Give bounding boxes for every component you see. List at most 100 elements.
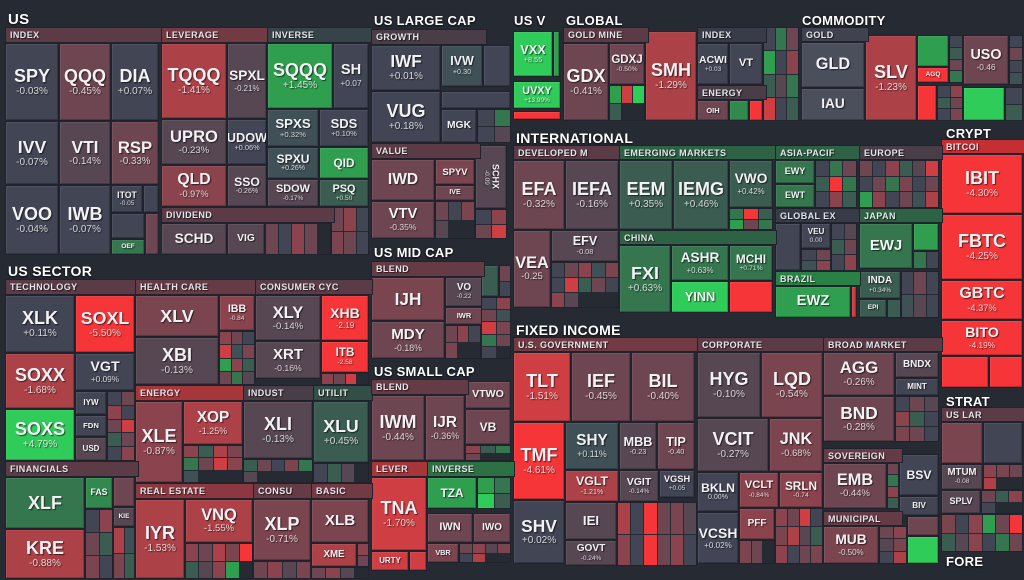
tile-iwm[interactable]: IWM -0.44% xyxy=(372,396,424,460)
mini-tile[interactable] xyxy=(873,192,886,207)
mini-tile[interactable] xyxy=(1009,533,1022,551)
mini-tile[interactable] xyxy=(816,250,830,260)
filler-tile[interactable] xyxy=(554,32,559,76)
mini-tile[interactable] xyxy=(1010,36,1022,48)
mini-tile[interactable] xyxy=(621,86,633,103)
tile-oef[interactable]: OEF xyxy=(112,240,144,254)
filler-tile[interactable] xyxy=(146,214,158,254)
mini-tile[interactable] xyxy=(893,551,906,563)
tile-rsp[interactable]: RSP -0.33% xyxy=(112,122,158,184)
mini-tile[interactable] xyxy=(670,534,683,565)
mini-tile[interactable] xyxy=(212,561,226,578)
mini-tile[interactable] xyxy=(99,533,112,555)
mini-tile[interactable] xyxy=(184,470,198,482)
tile-xbi[interactable]: XBI -0.13% xyxy=(136,338,218,384)
tile-oih[interactable]: OIH xyxy=(698,101,728,120)
tile-schx[interactable]: SCHX -0.09 xyxy=(476,146,506,208)
mini-tile[interactable] xyxy=(552,263,565,277)
tile-vgit[interactable]: VGIT -0.14% xyxy=(620,471,658,501)
mini-tile[interactable] xyxy=(220,358,231,371)
tile-yinn[interactable]: YINN xyxy=(672,282,728,312)
mini-tile[interactable] xyxy=(243,358,254,371)
filler-tile[interactable] xyxy=(442,92,510,108)
mini-tile[interactable] xyxy=(494,493,510,508)
mini-tile[interactable] xyxy=(832,239,844,255)
tile-vnq[interactable]: VNQ -1.55% xyxy=(186,500,252,542)
mini-tile[interactable] xyxy=(186,544,199,561)
tile-xrt[interactable]: XRT -0.16% xyxy=(256,342,320,378)
tile-vb[interactable]: VB xyxy=(466,410,510,444)
mini-tile[interactable] xyxy=(244,471,257,482)
tile-mbb[interactable]: MBB -0.23 xyxy=(620,423,656,469)
tile-vglt[interactable]: VGLT -1.21% xyxy=(566,471,618,501)
tile-biv[interactable]: BIV xyxy=(900,497,938,515)
mini-tile[interactable] xyxy=(592,263,605,277)
mini-tile[interactable] xyxy=(108,419,121,433)
tile-epi[interactable]: EPI xyxy=(860,300,886,317)
mini-tile[interactable] xyxy=(744,209,758,219)
mini-tile[interactable] xyxy=(322,374,333,384)
tile-shv[interactable]: SHV +0.02% xyxy=(514,501,564,563)
mini-tile[interactable] xyxy=(880,539,893,551)
mini-tile[interactable] xyxy=(950,97,962,109)
mini-tile[interactable] xyxy=(472,553,485,562)
mini-tile[interactable] xyxy=(644,534,657,565)
mini-tile[interactable] xyxy=(799,509,811,527)
filler-tile[interactable] xyxy=(942,423,982,463)
tile-soxx[interactable]: SOXX -1.68% xyxy=(6,354,74,408)
tile-vxx[interactable]: VXX +8.55 xyxy=(514,32,552,76)
mini-tile[interactable] xyxy=(482,298,496,310)
tile-lqd[interactable]: LQD -0.54% xyxy=(762,353,822,417)
mini-tile[interactable] xyxy=(482,310,496,322)
mini-tile[interactable] xyxy=(86,510,99,532)
mini-tile[interactable] xyxy=(912,161,925,176)
mini-tile[interactable] xyxy=(816,161,829,176)
mini-tile[interactable] xyxy=(292,224,304,254)
mini-tile[interactable] xyxy=(478,493,494,508)
mini-tile[interactable] xyxy=(186,561,199,578)
mini-tile[interactable] xyxy=(482,346,496,358)
mini-tile[interactable] xyxy=(184,458,198,470)
tile-iwf[interactable]: IWF +0.01% xyxy=(372,46,440,90)
mini-tile[interactable] xyxy=(552,293,565,307)
mini-tile[interactable] xyxy=(888,300,900,317)
mini-tile[interactable] xyxy=(902,295,914,317)
mini-tile[interactable] xyxy=(99,556,112,578)
tile-iwb[interactable]: IWB -0.07% xyxy=(60,186,110,254)
tile-mgk[interactable]: MGK xyxy=(442,110,476,142)
filler-tile[interactable] xyxy=(750,101,762,120)
tile-splv[interactable]: SPLV xyxy=(942,491,980,513)
mini-tile[interactable] xyxy=(213,458,228,470)
mini-tile[interactable] xyxy=(476,224,491,238)
tile-iyr[interactable]: IYR -1.53% xyxy=(136,500,184,578)
mini-tile[interactable] xyxy=(996,515,1009,533)
mini-tile[interactable] xyxy=(888,475,898,486)
mini-tile[interactable] xyxy=(896,412,910,426)
tile-efv[interactable]: EFV -0.08 xyxy=(552,231,618,261)
mini-tile[interactable] xyxy=(460,544,472,553)
tile-bndx[interactable]: BNDX xyxy=(896,353,938,377)
tile-spyv[interactable]: SPYV xyxy=(436,160,474,184)
mini-tile[interactable] xyxy=(1010,60,1022,72)
mini-tile[interactable] xyxy=(114,528,124,553)
tile-bnd[interactable]: BND -0.28% xyxy=(824,397,894,441)
mini-tile[interactable] xyxy=(592,278,605,292)
mini-tile[interactable] xyxy=(1010,48,1022,60)
mini-tile[interactable] xyxy=(244,460,257,471)
mini-tile[interactable] xyxy=(496,310,510,322)
mini-tile[interactable] xyxy=(811,509,822,527)
mini-tile[interactable] xyxy=(816,260,830,270)
tile-smh[interactable]: SMH -1.29% xyxy=(646,32,696,120)
tile-tna[interactable]: TNA -1.70% xyxy=(372,478,426,550)
tile-gdx[interactable]: GDX -0.41% xyxy=(564,44,608,120)
tile-ive[interactable]: IVE xyxy=(436,186,474,200)
mini-tile[interactable] xyxy=(843,192,856,207)
tile-vcit[interactable]: VCIT -0.27% xyxy=(698,419,768,471)
mini-tile[interactable] xyxy=(121,433,134,447)
tile-bsv[interactable]: BSV xyxy=(900,455,938,495)
mini-tile[interactable] xyxy=(231,358,243,371)
mini-tile[interactable] xyxy=(860,161,873,176)
mini-tile[interactable] xyxy=(605,278,618,292)
tile-iwn[interactable]: IWN xyxy=(428,514,472,542)
tile-shy[interactable]: SHY +0.11% xyxy=(566,423,618,469)
